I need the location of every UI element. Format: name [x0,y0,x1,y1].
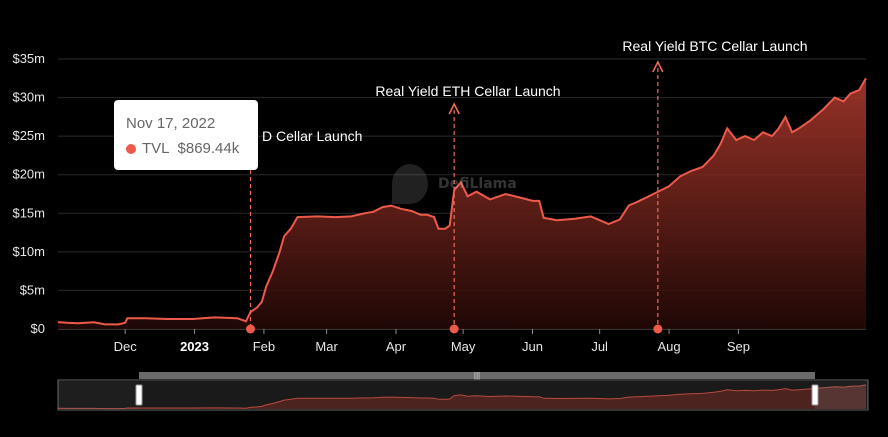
slider-mini-area [58,384,866,409]
series-dot-icon [126,143,136,154]
y-tick-label: $35m [12,51,45,66]
slider-handle-right[interactable] [811,384,819,406]
watermark-text: DefiLlama [438,176,517,192]
slider-track [57,379,869,411]
y-tick-label: $30m [12,90,45,105]
annotation-label: Real Yield BTC Cellar Launch [622,38,807,54]
x-tick-label: May [451,339,476,354]
tooltip-series-name: TVL [142,140,170,157]
annotation-marker[interactable] [653,324,663,334]
x-tick-label: Sep [727,339,750,354]
tvl-area [58,78,866,329]
y-axis: $0 $5m $10m $15m $20m $25m $30m $35m [12,51,45,336]
x-tick-label: Dec [114,339,138,354]
x-tick-label: Apr [386,339,407,354]
y-tick-label: $25m [12,128,45,143]
y-tick-label: $15m [12,205,45,220]
slider-mini-line [57,384,867,410]
y-tick-label: $0 [31,321,45,336]
annotation-marker[interactable] [449,324,459,334]
slider-handle-left[interactable] [135,384,143,406]
watermark: DefiLlama [392,164,522,206]
tvl-series-line [57,77,867,326]
x-tick-label: Aug [657,339,680,354]
slider-grip-icon[interactable]: ||| [474,371,480,380]
annotations: D Cellar Launch Real Yield ETH Cellar Lau… [244,38,808,334]
y-tick-label: $10m [12,244,45,259]
annotation-label: Real Yield ETH Cellar Launch [375,83,560,99]
tooltip-date: Nov 17, 2022 [126,115,216,132]
slider-drag-bar[interactable] [139,372,815,379]
y-tick-label: $5m [20,282,45,297]
x-tick-label: Mar [315,339,338,354]
y-tick-label: $20m [12,167,45,182]
slider-mask-left [58,381,139,409]
annotation-arrow-icon [448,102,460,115]
x-tick-label: Feb [253,339,275,354]
defillama-logo-icon [392,164,428,204]
annotation-marker[interactable] [245,324,255,334]
range-slider[interactable]: ||| [57,371,869,411]
annotation-label: D Cellar Launch [262,128,362,144]
annotation-arrow-icon [652,60,664,73]
slider-mask-right [815,381,868,409]
tooltip-row: TVL $869.44k [126,140,239,157]
chart-tooltip: Nov 17, 2022 TVL $869.44k [114,100,258,170]
x-axis: Dec 2023 Feb Mar Apr May Jun Jul Aug Sep [114,329,750,354]
x-tick-label: 2023 [180,339,209,354]
x-tick-label: Jun [522,339,543,354]
tooltip-value: $869.44k [177,140,240,157]
x-tick-label: Jul [591,339,608,354]
